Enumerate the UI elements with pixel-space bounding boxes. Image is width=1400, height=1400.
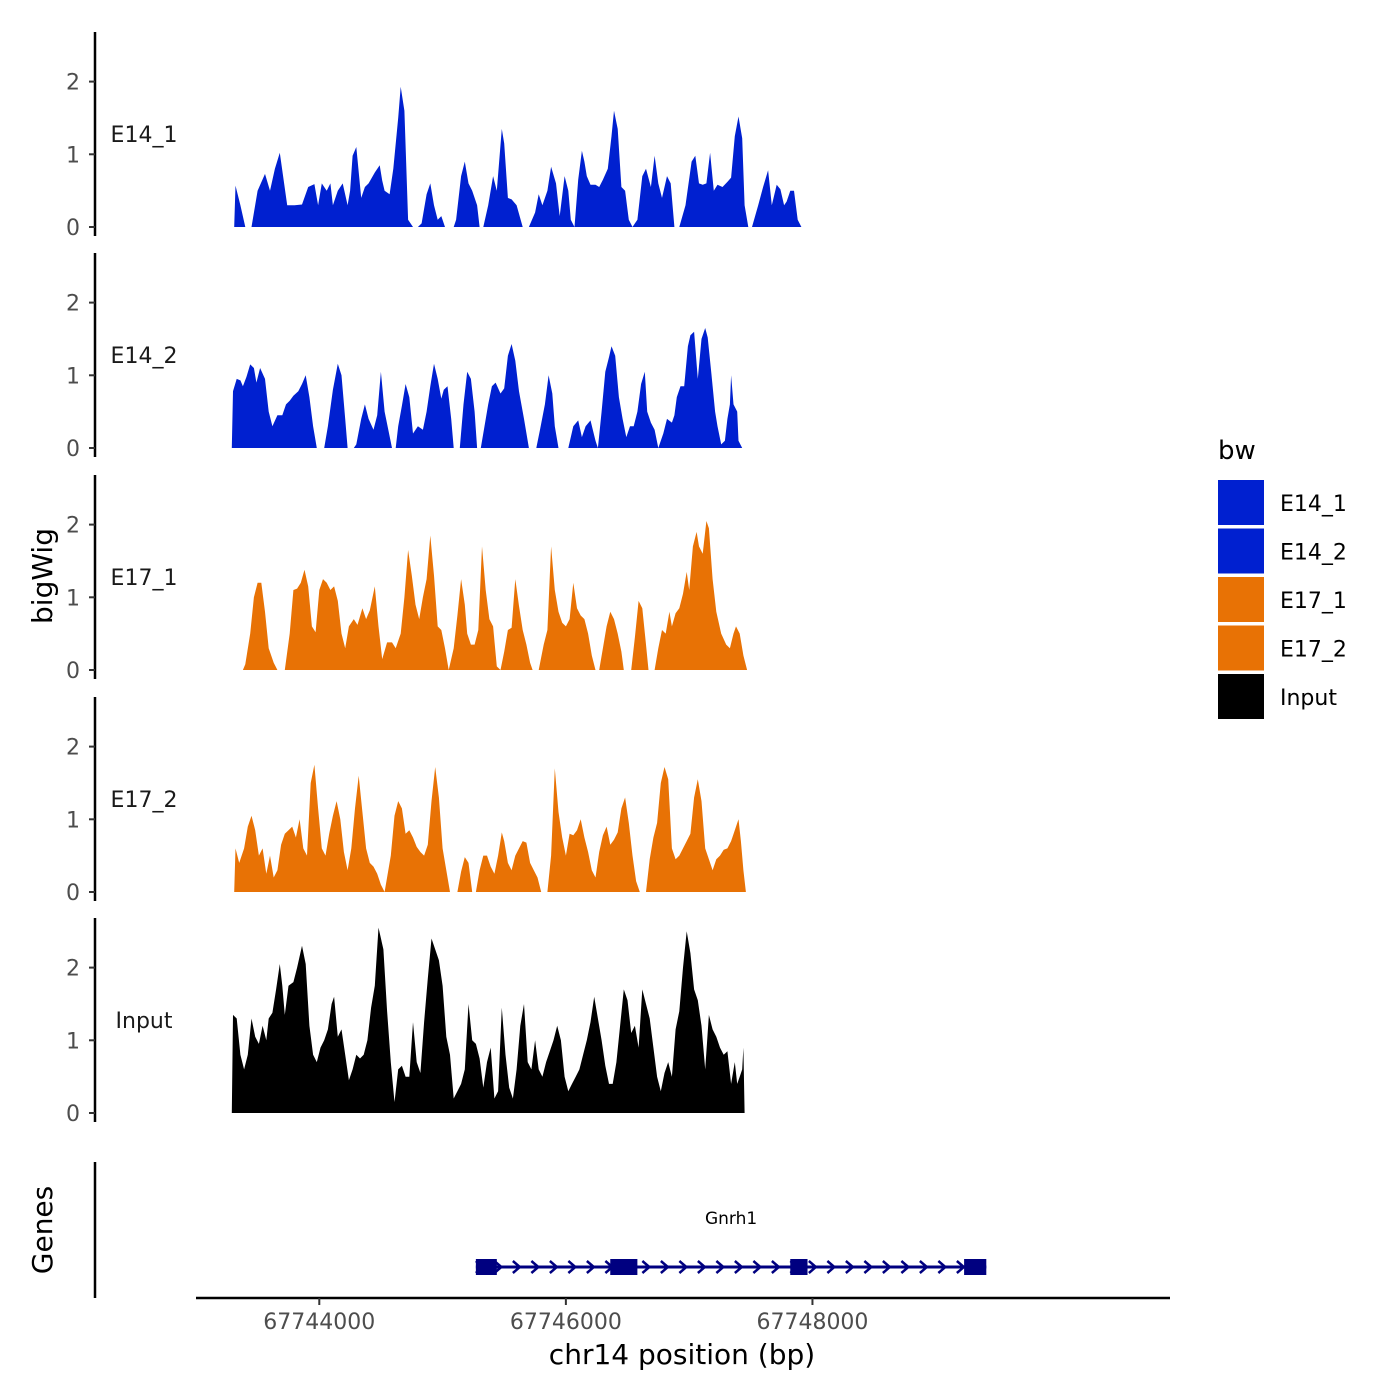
strand-arrow (641, 1260, 652, 1274)
strand-arrow (882, 1260, 892, 1274)
track-E17_1: 0 1 2 E17_1 (66, 475, 748, 684)
strand-arrow (900, 1260, 911, 1274)
y-tick-label: 1 (66, 586, 80, 611)
strand-arrow (863, 1260, 874, 1274)
strand-arrow (845, 1260, 855, 1274)
strand-arrow (715, 1260, 726, 1274)
y-tick-label: 1 (66, 364, 80, 389)
track-Input: 0 1 2 Input (66, 918, 745, 1127)
x-tick-label: 67746000 (510, 1310, 622, 1335)
gene-exon (964, 1259, 987, 1275)
strand-arrow (512, 1260, 522, 1274)
strand-arrow (956, 1260, 966, 1274)
signal-area-E14_2 (231, 328, 743, 448)
genes-track: Gnrh1 (93, 1162, 987, 1298)
gene-exon (610, 1259, 638, 1275)
strand-arrow (567, 1260, 578, 1274)
gene-exon (475, 1259, 497, 1275)
gene-Gnrh1: Gnrh1 (475, 1209, 987, 1275)
track-label-E17_1: E17_1 (111, 566, 178, 591)
legend-label-E14_2: E14_2 (1280, 541, 1347, 566)
legend-swatch-E17_1 (1218, 577, 1264, 622)
track-E14_1: 0 1 2 E14_1 (66, 32, 802, 241)
signal-area-E14_1 (234, 86, 802, 227)
signal-area-Input (231, 927, 745, 1113)
strand-arrow (771, 1260, 781, 1274)
legend-swatch-E14_2 (1218, 528, 1264, 574)
legend-label-E17_1: E17_1 (1280, 589, 1347, 614)
genes-axis-title: Genes (26, 1186, 59, 1274)
strand-arrow (549, 1260, 559, 1274)
track-E14_2: 0 1 2 E14_2 (66, 253, 743, 462)
strand-arrow (826, 1260, 837, 1274)
x-axis-title: chr14 position (bp) (549, 1338, 815, 1371)
track-label-E14_1: E14_1 (111, 123, 178, 148)
strand-arrow (697, 1260, 707, 1274)
x-tick-label: 67744000 (263, 1310, 375, 1335)
y-tick-label: 1 (66, 143, 80, 168)
gene-label: Gnrh1 (705, 1209, 757, 1229)
y-tick-label: 2 (66, 736, 80, 761)
y-tick-label: 2 (66, 71, 80, 96)
strand-arrow (808, 1260, 818, 1274)
x-tick-label: 67748000 (756, 1310, 868, 1335)
strand-arrow (734, 1260, 744, 1274)
legend-swatch-Input (1218, 674, 1264, 719)
y-tick-label: 1 (66, 808, 80, 833)
y-tick-label: 0 (66, 659, 80, 684)
track-E17_2: 0 1 2 E17_2 (66, 697, 746, 906)
legend-label-E14_1: E14_1 (1280, 492, 1347, 517)
legend-label-Input: Input (1280, 686, 1337, 711)
y-tick-label: 2 (66, 292, 80, 317)
legend-swatch-E14_1 (1218, 480, 1264, 525)
legend: bw E14_1 E14_2 E17_1 E17_2 Input (1218, 436, 1347, 719)
track-label-E14_2: E14_2 (111, 344, 178, 369)
legend-label-E17_2: E17_2 (1280, 638, 1347, 663)
legend-swatch-E17_2 (1218, 625, 1264, 671)
strand-arrow (752, 1260, 763, 1274)
signal-area-E17_2 (234, 764, 746, 892)
y-axis-title: bigWig (26, 528, 59, 624)
track-label-E17_2: E17_2 (111, 788, 178, 813)
strand-arrow (678, 1260, 689, 1274)
y-tick-label: 0 (66, 216, 80, 241)
signal-area-E17_1 (242, 521, 748, 670)
strand-arrow (586, 1260, 596, 1274)
x-axis: 67744000 67746000 67748000 (196, 1296, 1170, 1335)
track-label-Input: Input (116, 1009, 173, 1034)
strand-arrow (919, 1260, 929, 1274)
signal-tracks: 0 1 2 E14_1 0 1 2 E14_2 0 1 2 E17_1 0 1 2 E17_2 0 1 2 Input (66, 32, 802, 1127)
y-tick-label: 0 (66, 881, 80, 906)
y-tick-label: 2 (66, 957, 80, 982)
strand-arrow (660, 1260, 670, 1274)
y-tick-label: 0 (66, 437, 80, 462)
gene-exon (790, 1259, 808, 1275)
strand-arrow (530, 1260, 541, 1274)
y-tick-label: 1 (66, 1029, 80, 1054)
y-tick-label: 2 (66, 514, 80, 539)
strand-arrow (937, 1260, 948, 1274)
legend-title: bw (1218, 436, 1256, 466)
y-tick-label: 0 (66, 1102, 80, 1127)
